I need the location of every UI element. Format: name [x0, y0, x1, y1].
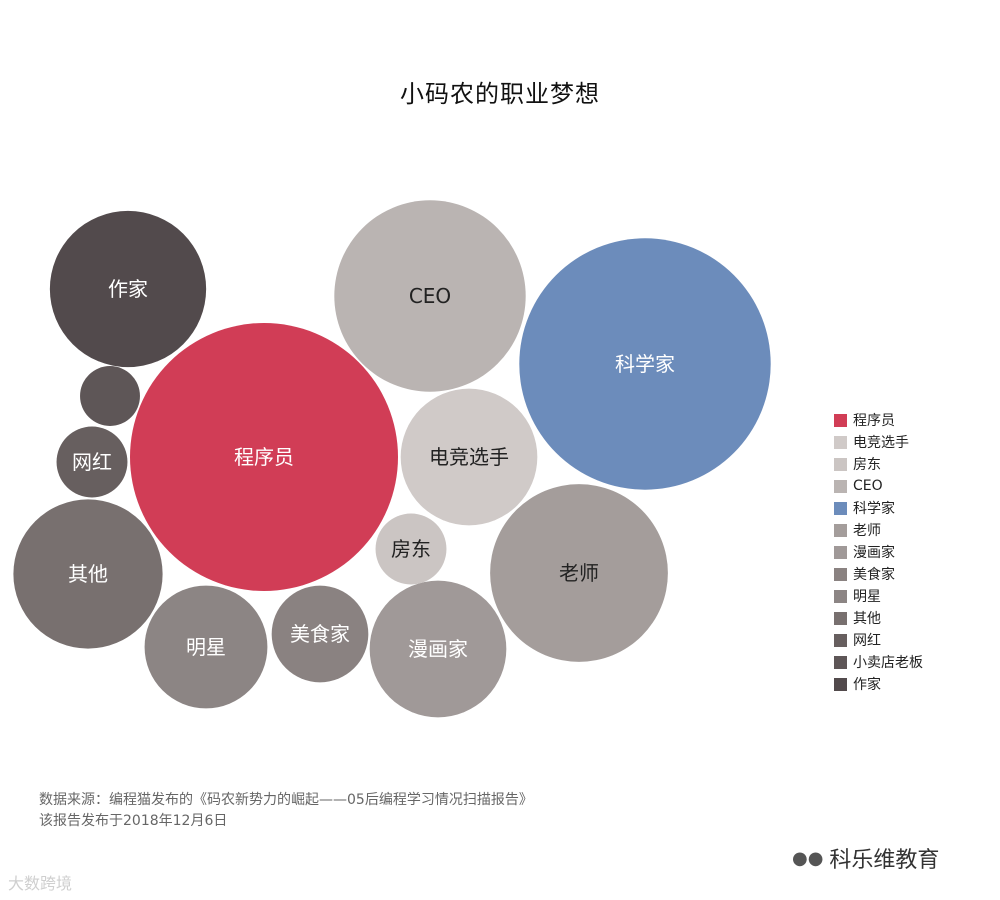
- bubble-label-网红: 网红: [72, 450, 112, 474]
- legend-item: 漫画家: [834, 541, 923, 563]
- legend-item: 程序员: [834, 409, 923, 431]
- legend-label: 房东: [853, 457, 881, 473]
- legend-label: 漫画家: [853, 545, 895, 561]
- bubble-明星: [144, 585, 268, 709]
- bubble-label-房东: 房东: [391, 537, 431, 561]
- bubble-label-作家: 作家: [108, 277, 148, 301]
- bubble-label-其他: 其他: [68, 562, 108, 586]
- legend-swatch: [834, 589, 847, 603]
- bubble-label-科学家: 科学家: [615, 352, 675, 376]
- bubble-其他: [13, 499, 163, 649]
- legend-label: 程序员: [853, 413, 895, 429]
- legend-swatch: [834, 545, 847, 559]
- legend-swatch: [834, 479, 847, 493]
- legend-swatch: [834, 501, 847, 515]
- source-note: 数据来源：编程猫发布的《码农新势力的崛起——05后编程学习情况扫描报告》 该报告…: [39, 790, 533, 832]
- legend-label: 网红: [853, 633, 881, 649]
- watermark-right: ●● 科乐维教育: [792, 842, 939, 874]
- bubble-CEO: [334, 200, 526, 392]
- bubble-作家: [49, 210, 207, 368]
- legend-item: CEO: [834, 475, 923, 497]
- legend-item: 房东: [834, 453, 923, 475]
- legend-label: 老师: [853, 523, 881, 539]
- source-line-1: 数据来源：编程猫发布的《码农新势力的崛起——05后编程学习情况扫描报告》: [39, 792, 533, 808]
- legend-item: 其他: [834, 607, 923, 629]
- bubble-unlabeled: [80, 366, 140, 426]
- bubble-label-老师: 老师: [559, 561, 599, 585]
- bubble-label-明星: 明星: [186, 635, 226, 659]
- bubble-label-程序员: 程序员: [234, 445, 294, 469]
- legend-item: 科学家: [834, 497, 923, 519]
- bubble-漫画家: [369, 580, 507, 718]
- bubble-科学家: [519, 238, 771, 490]
- legend-item: 小卖店老板: [834, 651, 923, 673]
- legend-swatch: [834, 567, 847, 581]
- bubble-美食家: [271, 585, 369, 683]
- legend-label: 其他: [853, 611, 881, 627]
- bubble-label-CEO: CEO: [409, 284, 451, 308]
- watermark-left: 大数跨境: [8, 874, 73, 893]
- legend-label: 电竞选手: [853, 435, 909, 451]
- source-line-2: 该报告发布于2018年12月6日: [39, 813, 228, 829]
- legend-label: 小卖店老板: [853, 655, 923, 671]
- legend-item: 明星: [834, 585, 923, 607]
- bubble-label-美食家: 美食家: [290, 622, 350, 646]
- legend-label: 作家: [853, 677, 881, 693]
- legend-item: 作家: [834, 673, 923, 695]
- bubble-老师: [490, 484, 668, 662]
- legend-swatch: [834, 523, 847, 537]
- legend-swatch: [834, 655, 847, 669]
- bubble-label-漫画家: 漫画家: [408, 637, 468, 661]
- legend-label: CEO: [853, 478, 883, 494]
- legend-label: 明星: [853, 589, 881, 605]
- bubble-label-电竞选手: 电竞选手: [429, 445, 509, 469]
- legend-swatch: [834, 611, 847, 625]
- legend-label: 科学家: [853, 501, 895, 517]
- legend-swatch: [834, 457, 847, 471]
- legend-item: 老师: [834, 519, 923, 541]
- bubble-程序员: [130, 323, 398, 591]
- bubble-房东: [375, 513, 447, 585]
- legend-item: 美食家: [834, 563, 923, 585]
- legend: 程序员电竞选手房东 CEO 科学家老师漫画家美食家明星其他网红小卖店老板作家: [834, 409, 923, 695]
- legend-swatch: [834, 677, 847, 691]
- legend-label: 美食家: [853, 567, 895, 583]
- wechat-icon: ●●: [792, 847, 824, 869]
- watermark-right-text: 科乐维教育: [829, 848, 940, 873]
- bubble-网红: [56, 426, 128, 498]
- legend-swatch: [834, 633, 847, 647]
- legend-swatch: [834, 435, 847, 449]
- legend-swatch: [834, 413, 847, 427]
- legend-item: 网红: [834, 629, 923, 651]
- chart-title: 小码农的职业梦想: [400, 80, 600, 108]
- bubble-电竞选手: [400, 388, 538, 526]
- legend-item: 电竞选手: [834, 431, 923, 453]
